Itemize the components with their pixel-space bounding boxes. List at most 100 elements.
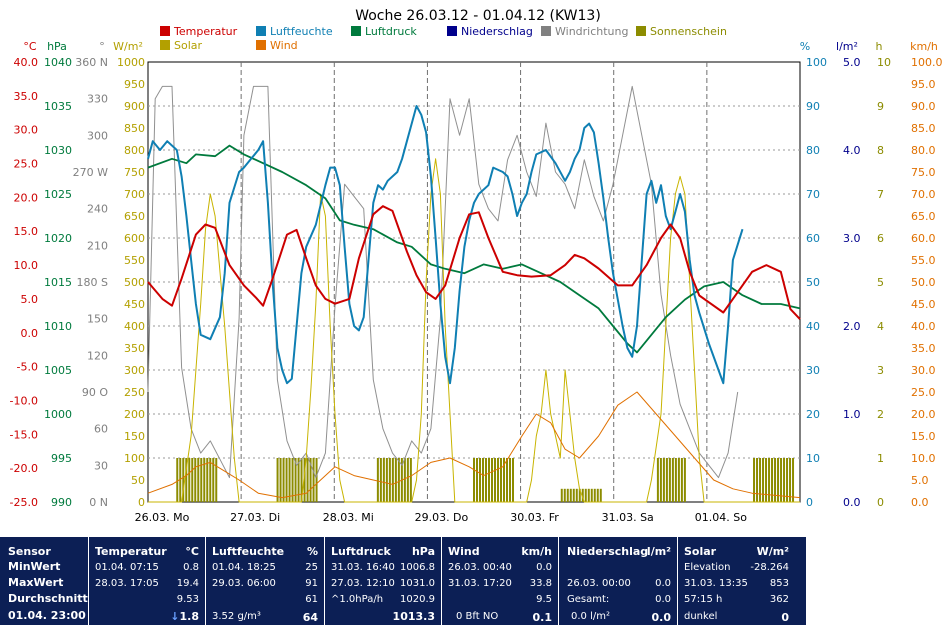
axis-6-tick-7: 3 bbox=[877, 364, 884, 377]
axis-unit-6: h bbox=[876, 40, 883, 53]
luftfeuchte-max-time: 29.03. 06:00 bbox=[212, 578, 276, 589]
axis-3-tick-14: 300 bbox=[124, 364, 145, 377]
axis-0-tick-4: 20.0 bbox=[14, 191, 39, 204]
legend-label-5: Sonnenschein bbox=[650, 25, 727, 38]
luftdruck-min-value: 1006.8 bbox=[400, 562, 435, 573]
axis-1-tick-3: 1025 bbox=[44, 188, 72, 201]
temperatur-current: 1.8 bbox=[179, 610, 200, 623]
wind-max-time: 31.03. 17:20 bbox=[448, 578, 512, 589]
x-tick-1: 27.03. Di bbox=[230, 511, 280, 524]
solar-elevation-label: Elevation bbox=[684, 562, 731, 573]
axis-2-tick-7: 150 bbox=[87, 313, 108, 326]
axis-1-tick-5: 1015 bbox=[44, 276, 72, 289]
axis-7-tick-2: 90.0 bbox=[911, 100, 936, 113]
axis-7-tick-10: 50.0 bbox=[911, 276, 936, 289]
axis-2-tick-5: 210 bbox=[87, 239, 108, 252]
x-tick-0: 26.03. Mo bbox=[135, 511, 190, 524]
stats-niederschlag-column: Niederschlag l/m² 26.03. 00:00 0.0 Gesamt:… bbox=[558, 537, 677, 625]
series-wind bbox=[147, 391, 801, 499]
x-tick-4: 30.03. Fr bbox=[510, 511, 559, 524]
luftfeuchte-average: 61 bbox=[305, 594, 318, 605]
axis-4-tick-2: 80 bbox=[806, 144, 820, 157]
axis-7-tick-15: 25.0 bbox=[911, 386, 936, 399]
axis-0-tick-13: -25.0 bbox=[10, 496, 38, 509]
plot-area bbox=[147, 85, 801, 503]
luftfeuchte-max-value: 91 bbox=[305, 578, 318, 589]
wind-min-value: 0.0 bbox=[536, 562, 552, 573]
axis-7-tick-16: 20.0 bbox=[911, 408, 936, 421]
axis-3-tick-5: 750 bbox=[124, 166, 145, 179]
axis-5-tick-0: 5.0 bbox=[843, 56, 861, 69]
axis-7-tick-8: 60.0 bbox=[911, 232, 936, 245]
niederschlag-amount: 0.0 l/m² bbox=[571, 611, 610, 622]
axis-2-tick-2: 300 bbox=[87, 129, 108, 142]
axis-1-tick-10: 990 bbox=[51, 496, 72, 509]
axis-1-tick-7: 1005 bbox=[44, 364, 72, 377]
legend-swatch-2 bbox=[351, 26, 361, 36]
current-time: 01.04. 23:00 bbox=[8, 609, 86, 622]
min-label: MinWert bbox=[8, 560, 61, 573]
solar-unit: W/m² bbox=[756, 545, 789, 558]
axis-0-tick-8: 0.0 bbox=[21, 327, 39, 340]
niederschlag-current: 0.0 bbox=[651, 611, 672, 624]
axis-unit-5: l/m² bbox=[836, 40, 858, 53]
axis-4-tick-7: 30 bbox=[806, 364, 820, 377]
series-luftdruck bbox=[147, 144, 801, 354]
axis-7-tick-7: 65.0 bbox=[911, 210, 936, 223]
axis-7-tick-11: 45.0 bbox=[911, 298, 936, 311]
axis-2-tick-11: 30 bbox=[94, 459, 108, 472]
axis-7-tick-13: 35.0 bbox=[911, 342, 936, 355]
axis-0-tick-1: 35.0 bbox=[14, 90, 39, 103]
axis-3-tick-2: 900 bbox=[124, 100, 145, 113]
luftfeuchte-header: Luftfeuchte bbox=[212, 545, 285, 558]
axis-3-tick-13: 350 bbox=[124, 342, 145, 355]
axis-1-tick-8: 1000 bbox=[44, 408, 72, 421]
axis-3-tick-20: 0 bbox=[138, 496, 145, 509]
axis-5-tick-5: 0.0 bbox=[843, 496, 861, 509]
axis-6-tick-0: 10 bbox=[877, 56, 891, 69]
axis-7-tick-14: 30.0 bbox=[911, 364, 936, 377]
axis-4-tick-4: 60 bbox=[806, 232, 820, 245]
axis-7-tick-6: 70.0 bbox=[911, 188, 936, 201]
axis-4-tick-0: 100 bbox=[806, 56, 827, 69]
axis-7-tick-5: 75.0 bbox=[911, 166, 936, 179]
axis-6-tick-9: 1 bbox=[877, 452, 884, 465]
axis-5-tick-4: 1.0 bbox=[843, 408, 861, 421]
legend-label-2: Luftdruck bbox=[365, 25, 417, 38]
axis-3-tick-15: 250 bbox=[124, 386, 145, 399]
axis-3-tick-10: 500 bbox=[124, 276, 145, 289]
axis-2-tick-10: 60 bbox=[94, 423, 108, 436]
legend-swatch-0 bbox=[160, 26, 170, 36]
axis-3-tick-1: 950 bbox=[124, 78, 145, 91]
axis-0-tick-0: 40.0 bbox=[14, 56, 39, 69]
axis-4-tick-6: 40 bbox=[806, 320, 820, 333]
legend-swatch-7 bbox=[256, 40, 266, 50]
axis-4-tick-10: 0 bbox=[806, 496, 813, 509]
x-tick-3: 29.03. Do bbox=[415, 511, 469, 524]
max-label: MaxWert bbox=[8, 576, 64, 589]
legend-label-3: Niederschlag bbox=[461, 25, 533, 38]
solar-current: 0 bbox=[781, 611, 789, 624]
axis-7-tick-12: 40.0 bbox=[911, 320, 936, 333]
axis-2-tick-6: 180 S bbox=[77, 276, 108, 289]
sunshine-bar-3 bbox=[473, 458, 514, 502]
axis-7-tick-0: 100.0 bbox=[911, 56, 943, 69]
axis-0-tick-12: -20.0 bbox=[10, 462, 38, 475]
axis-6-tick-10: 0 bbox=[877, 496, 884, 509]
stats-luftfeuchte-column: Luftfeuchte% 01.04. 18:25 25 29.03. 06:00… bbox=[205, 537, 324, 625]
niederschlag-value: 0.0 bbox=[655, 578, 671, 589]
chart-title: Woche 26.03.12 - 01.04.12 (KW13) bbox=[355, 8, 601, 24]
axis-6-tick-8: 2 bbox=[877, 408, 884, 421]
luftfeuchte-current: 64 bbox=[302, 611, 318, 624]
axis-3-tick-8: 600 bbox=[124, 232, 145, 245]
legend-swatch-5 bbox=[636, 26, 646, 36]
axis-4-tick-3: 70 bbox=[806, 188, 820, 201]
weather-chart: Woche 26.03.12 - 01.04.12 (KW13) Tempera… bbox=[10, 8, 943, 524]
series-windrichtung bbox=[147, 85, 739, 479]
legend-label-6: Solar bbox=[174, 39, 203, 52]
axis-6-tick-4: 6 bbox=[877, 232, 884, 245]
niederschlag-time: 26.03. 00:00 bbox=[567, 578, 631, 589]
axis-3-tick-4: 800 bbox=[124, 144, 145, 157]
luftdruck-trend: ^1.0hPa/h bbox=[331, 594, 384, 605]
axis-6-tick-3: 7 bbox=[877, 188, 884, 201]
